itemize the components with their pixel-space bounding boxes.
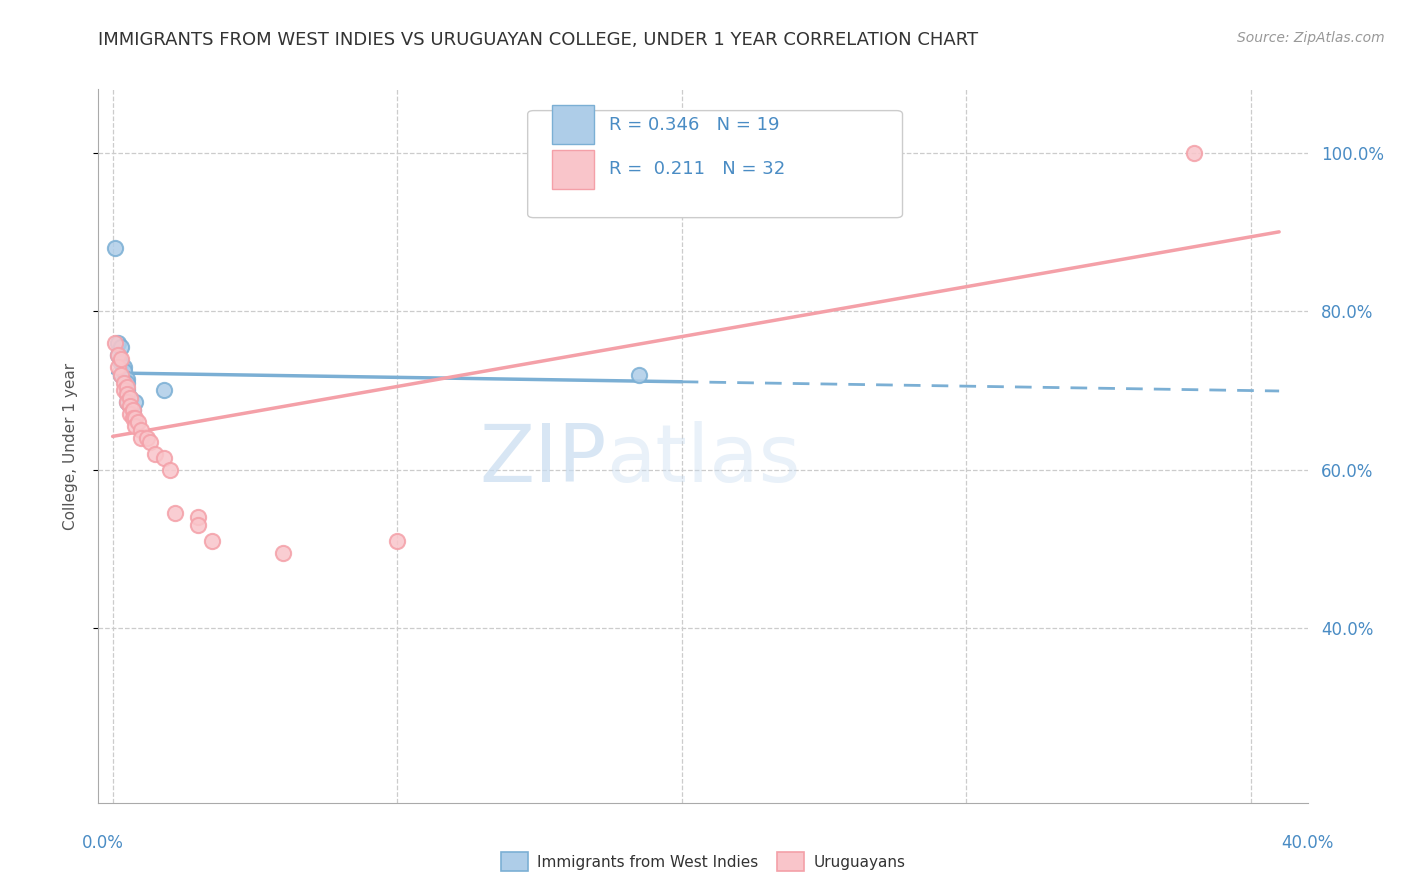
- Point: [129, 423, 152, 437]
- Point: [115, 371, 138, 385]
- Point: [107, 348, 129, 362]
- Point: [201, 534, 224, 549]
- Point: [112, 359, 135, 374]
- Point: [115, 376, 138, 390]
- Point: [118, 407, 141, 421]
- Text: 0.0%: 0.0%: [82, 834, 124, 852]
- Point: [107, 335, 129, 350]
- Point: [124, 411, 146, 425]
- Point: [187, 518, 209, 533]
- Point: [115, 384, 138, 398]
- Point: [112, 384, 135, 398]
- Point: [627, 368, 650, 382]
- Point: [112, 364, 135, 378]
- Text: IMMIGRANTS FROM WEST INDIES VS URUGUAYAN COLLEGE, UNDER 1 YEAR CORRELATION CHART: IMMIGRANTS FROM WEST INDIES VS URUGUAYAN…: [98, 31, 979, 49]
- Point: [104, 241, 127, 255]
- Point: [118, 400, 141, 414]
- Point: [118, 400, 141, 414]
- Point: [187, 510, 209, 524]
- Point: [124, 419, 146, 434]
- Point: [110, 368, 132, 382]
- Point: [153, 384, 176, 398]
- Point: [127, 415, 149, 429]
- Point: [153, 450, 176, 465]
- Text: R =  0.211   N = 32: R = 0.211 N = 32: [609, 161, 785, 178]
- Point: [118, 392, 141, 406]
- Point: [135, 431, 157, 445]
- Point: [107, 348, 129, 362]
- Legend: Immigrants from West Indies, Uruguayans: Immigrants from West Indies, Uruguayans: [495, 847, 911, 877]
- Point: [121, 411, 143, 425]
- Point: [110, 351, 132, 366]
- Point: [118, 392, 141, 406]
- Text: atlas: atlas: [606, 421, 800, 500]
- Point: [104, 335, 127, 350]
- Point: [385, 534, 408, 549]
- Y-axis label: College, Under 1 year: College, Under 1 year: [63, 362, 77, 530]
- Point: [129, 431, 152, 445]
- Point: [110, 340, 132, 354]
- Text: 40.0%: 40.0%: [1281, 834, 1334, 852]
- Point: [115, 387, 138, 401]
- Text: ZIP: ZIP: [479, 421, 606, 500]
- Point: [121, 403, 143, 417]
- Text: Source: ZipAtlas.com: Source: ZipAtlas.com: [1237, 31, 1385, 45]
- Point: [115, 387, 138, 401]
- Point: [124, 395, 146, 409]
- Point: [110, 368, 132, 382]
- Point: [121, 403, 143, 417]
- FancyBboxPatch shape: [553, 150, 595, 189]
- Point: [112, 376, 135, 390]
- Point: [273, 546, 295, 560]
- Point: [115, 379, 138, 393]
- Point: [110, 356, 132, 370]
- Text: R = 0.346   N = 19: R = 0.346 N = 19: [609, 116, 779, 134]
- FancyBboxPatch shape: [527, 111, 903, 218]
- Point: [138, 435, 160, 450]
- Point: [107, 359, 129, 374]
- FancyBboxPatch shape: [553, 105, 595, 145]
- Point: [1182, 145, 1205, 160]
- Point: [159, 463, 181, 477]
- Point: [165, 507, 187, 521]
- Point: [115, 395, 138, 409]
- Point: [115, 395, 138, 409]
- Point: [143, 447, 166, 461]
